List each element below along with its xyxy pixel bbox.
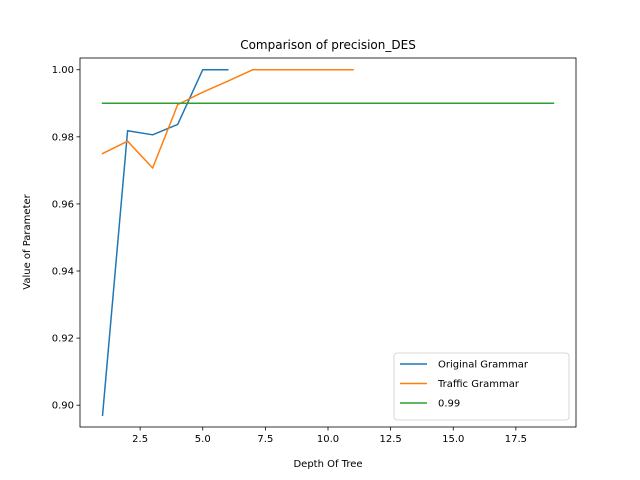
- x-axis: 2.5 5.0 7.5 10.0 12.5 15.0 17.5: [132, 427, 527, 445]
- x-tick-label: 17.5: [505, 434, 527, 445]
- series-layer: [101, 68, 555, 417]
- x-tick-label: 10.0: [317, 434, 339, 445]
- y-tick-label: 0.92: [52, 334, 74, 345]
- legend-box: [393, 352, 570, 421]
- y-axis-label: Value of Parameter: [22, 193, 33, 289]
- y-axis: 0.90 0.92 0.94 0.96 0.98 1.00: [52, 65, 80, 412]
- y-tick-label: 0.98: [52, 132, 74, 143]
- x-tick-label: 5.0: [195, 434, 211, 445]
- series-line-2: [101, 68, 354, 169]
- legend-label: 0.99: [438, 399, 460, 410]
- legend-label: Traffic Grammar: [437, 379, 520, 390]
- series-line-1: [101, 68, 229, 417]
- chart-title: Comparison of precision_DES: [240, 38, 416, 52]
- legend-label: Original Grammar: [438, 360, 529, 371]
- y-tick-label: 0.96: [52, 199, 74, 210]
- legend: Original Grammar Traffic Grammar 0.99: [393, 352, 570, 421]
- x-tick-label: 7.5: [257, 434, 273, 445]
- x-tick-label: 2.5: [132, 434, 148, 445]
- x-tick-label: 15.0: [442, 434, 464, 445]
- y-tick-label: 1.00: [52, 65, 74, 76]
- y-tick-label: 0.90: [52, 401, 74, 412]
- x-axis-label: Depth Of Tree: [293, 459, 362, 470]
- x-tick-label: 12.5: [379, 434, 401, 445]
- y-tick-label: 0.94: [52, 267, 74, 278]
